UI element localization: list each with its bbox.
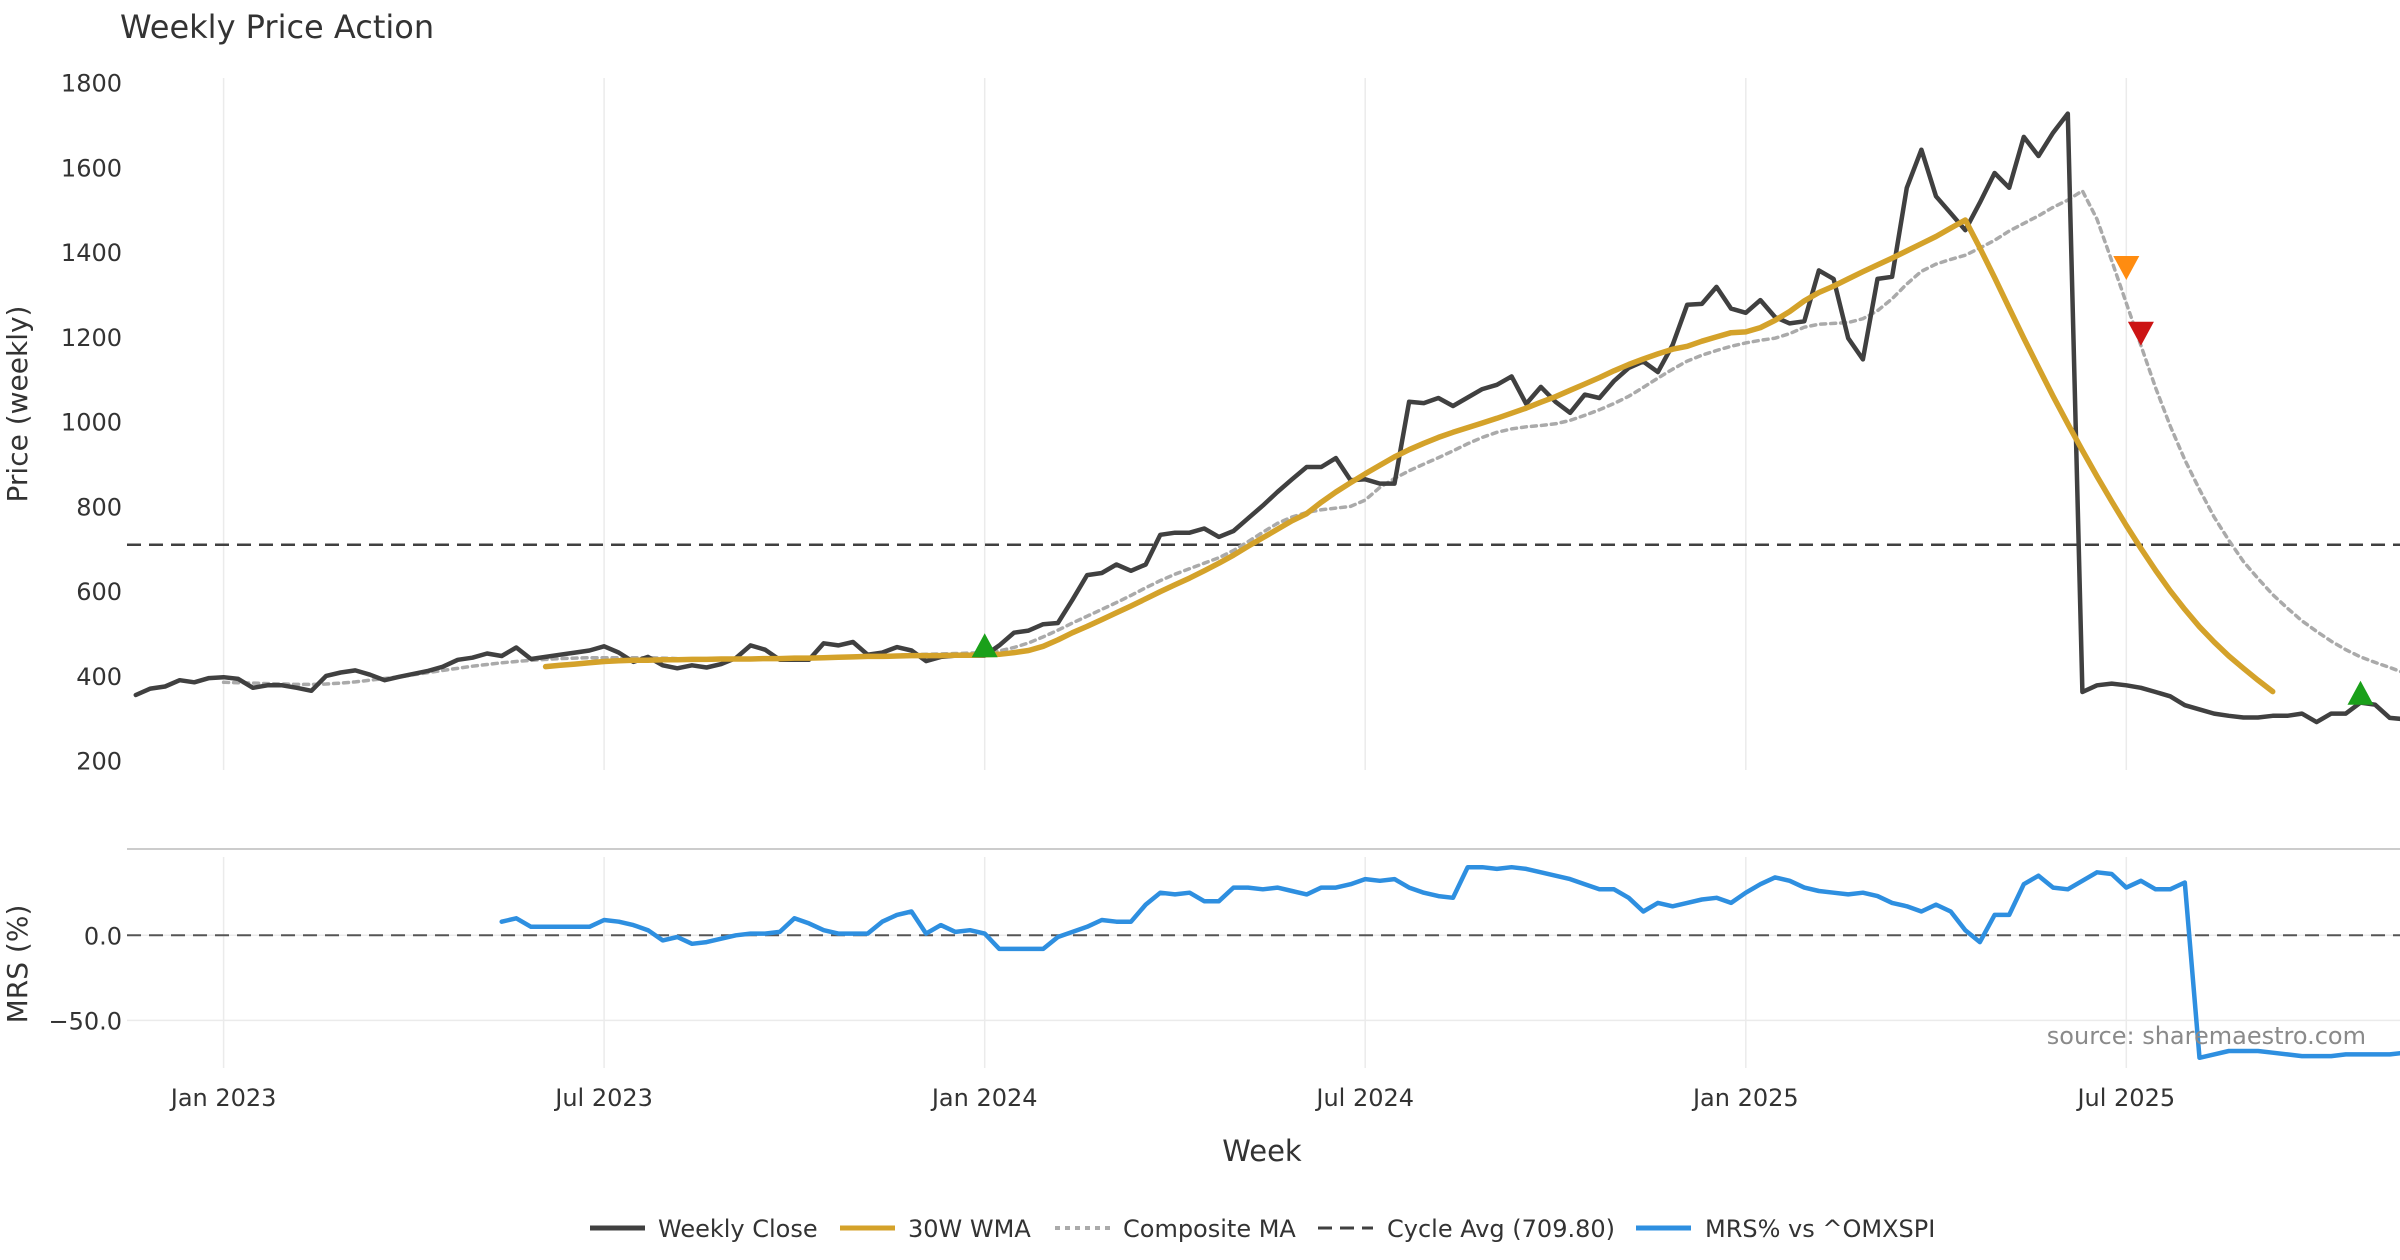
mrs-y-tick-label: −50.0 xyxy=(48,1007,122,1035)
mrs-series xyxy=(499,864,2400,1061)
x-axis-label: Week xyxy=(1222,1134,1302,1168)
series-30w-wma xyxy=(542,217,2276,695)
mrs-y-tick-label: 0.0 xyxy=(84,922,122,950)
mrs-y-axis: 0.0 −50.0 xyxy=(48,922,122,1035)
legend-label-mrs: MRS% vs ^OMXSPI xyxy=(1705,1215,1935,1243)
price-y-axis-label: Price (weekly) xyxy=(1,306,34,503)
price-y-tick-label: 1600 xyxy=(61,155,122,183)
price-y-tick-label: 1200 xyxy=(61,324,122,352)
price-y-tick-label: 800 xyxy=(76,493,122,521)
legend-label-composite-ma: Composite MA xyxy=(1123,1215,1296,1243)
x-tick-label: Jan 2024 xyxy=(930,1084,1038,1112)
x-tick-label: Jan 2023 xyxy=(169,1084,277,1112)
series-mrs xyxy=(499,864,2400,1061)
series-composite-ma xyxy=(221,189,2400,687)
mrs-y-axis-label: MRS (%) xyxy=(1,905,34,1024)
price-y-tick-label: 200 xyxy=(76,748,122,776)
price-y-tick-label: 400 xyxy=(76,663,122,691)
legend-label-30w-wma: 30W WMA xyxy=(908,1215,1031,1243)
price-series xyxy=(133,111,2400,725)
sell-signal-marker xyxy=(2113,256,2140,280)
signal-markers xyxy=(971,256,2374,705)
price-y-tick-label: 1800 xyxy=(61,70,122,98)
legend-label-cycle-avg: Cycle Avg (709.80) xyxy=(1387,1215,1615,1243)
chart-title: Weekly Price Action xyxy=(120,8,434,46)
x-tick-label: Jul 2025 xyxy=(2075,1084,2175,1112)
x-tick-label: Jul 2024 xyxy=(1314,1084,1414,1112)
buy-signal-marker xyxy=(971,633,998,658)
x-axis: Jan 2023 Jul 2023 Jan 2024 Jul 2024 Jan 2025… xyxy=(169,1084,2175,1112)
series-weekly-close xyxy=(133,111,2400,725)
sell-signal-marker xyxy=(2127,321,2154,346)
x-tick-label: Jul 2023 xyxy=(553,1084,653,1112)
price-y-tick-label: 1400 xyxy=(61,239,122,267)
price-y-axis: 200 400 600 800 1000 1200 1400 1600 1800 xyxy=(61,70,122,776)
legend-label-weekly-close: Weekly Close xyxy=(658,1215,818,1243)
source-note: source: sharemaestro.com xyxy=(2047,1022,2366,1050)
legend: Weekly Close 30W WMA Composite MA Cycle … xyxy=(590,1215,1935,1243)
price-y-tick-label: 1000 xyxy=(61,409,122,437)
price-grid xyxy=(222,78,2128,770)
x-tick-label: Jan 2025 xyxy=(1691,1084,1799,1112)
price-y-tick-label: 600 xyxy=(76,578,122,606)
buy-signal-marker xyxy=(2347,680,2374,705)
